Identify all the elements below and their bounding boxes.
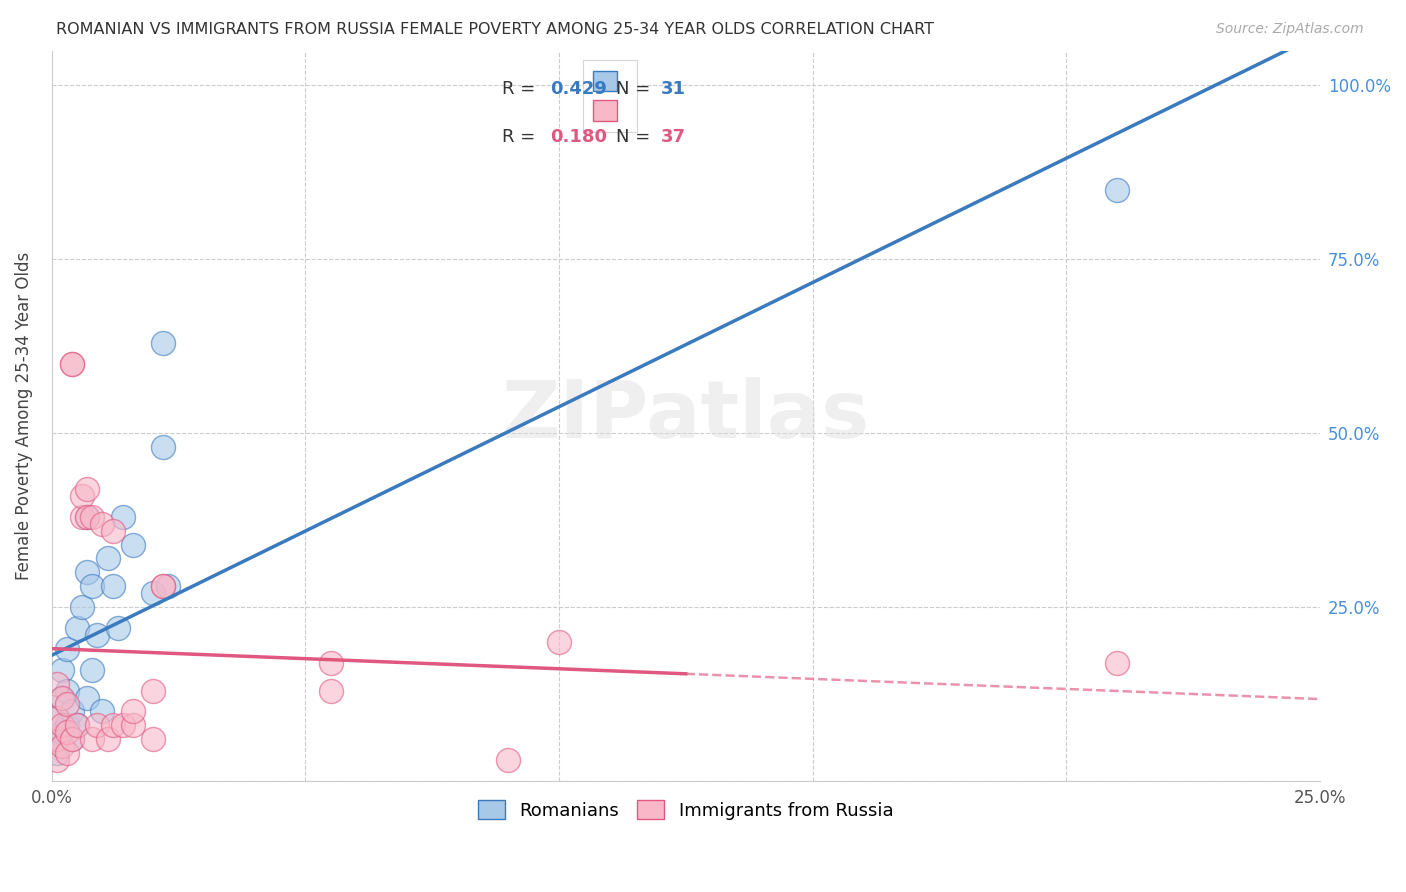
Point [107, 621, 129, 635]
Point [45, 746, 67, 760]
Point [122, 537, 145, 551]
Text: 0.180: 0.180 [550, 128, 607, 146]
Point [111, 718, 134, 732]
Point [51, 663, 73, 677]
Point [60, 357, 83, 371]
Point [76, 509, 98, 524]
Point [82, 509, 104, 524]
Point [60, 705, 83, 719]
Point [51, 725, 73, 739]
Point [91, 705, 114, 719]
Point [60, 732, 83, 747]
Point [56, 725, 79, 739]
Point [122, 718, 145, 732]
Point [152, 440, 174, 454]
Point [45, 753, 67, 767]
Point [96, 732, 118, 747]
Text: Source: ZipAtlas.com: Source: ZipAtlas.com [1216, 22, 1364, 37]
Point [45, 711, 67, 725]
Point [152, 335, 174, 350]
Text: N =: N = [616, 80, 657, 98]
Point [51, 690, 73, 705]
Text: N =: N = [616, 128, 657, 146]
Point [60, 357, 83, 371]
Text: 31: 31 [661, 80, 685, 98]
Point [142, 732, 165, 747]
Point [319, 683, 342, 698]
Point [142, 683, 165, 698]
Point [66, 718, 89, 732]
Text: R =: R = [502, 128, 541, 146]
Point [76, 509, 98, 524]
Point [45, 732, 67, 747]
Point [122, 705, 145, 719]
Point [56, 746, 79, 760]
Point [96, 551, 118, 566]
Point [101, 718, 124, 732]
Point [82, 732, 104, 747]
Point [142, 586, 165, 600]
Point [70, 600, 93, 615]
Point [76, 566, 98, 580]
Point [51, 739, 73, 754]
Point [56, 683, 79, 698]
Point [548, 635, 571, 649]
Point [157, 579, 180, 593]
Point [101, 524, 124, 538]
Point [152, 579, 174, 593]
Text: R =: R = [502, 80, 541, 98]
Point [76, 690, 98, 705]
Point [66, 718, 89, 732]
Point [66, 621, 89, 635]
Point [496, 753, 519, 767]
Point [1105, 183, 1128, 197]
Point [101, 579, 124, 593]
Point [45, 732, 67, 747]
Point [56, 698, 79, 712]
Point [60, 732, 83, 747]
Point [91, 516, 114, 531]
Point [45, 711, 67, 725]
Legend: Romanians, Immigrants from Russia: Romanians, Immigrants from Russia [471, 792, 901, 827]
Point [70, 489, 93, 503]
Point [111, 509, 134, 524]
Point [51, 690, 73, 705]
Point [319, 656, 342, 670]
Point [82, 663, 104, 677]
Point [152, 579, 174, 593]
Text: 37: 37 [661, 128, 685, 146]
Y-axis label: Female Poverty Among 25-34 Year Olds: Female Poverty Among 25-34 Year Olds [15, 252, 32, 580]
Point [56, 718, 79, 732]
Text: ZIPatlas: ZIPatlas [502, 376, 870, 455]
Point [86, 628, 108, 642]
Point [1105, 656, 1128, 670]
Text: 0.429: 0.429 [550, 80, 607, 98]
Point [70, 509, 93, 524]
Point [56, 641, 79, 656]
Point [45, 676, 67, 690]
Point [51, 718, 73, 732]
Point [82, 579, 104, 593]
Text: ROMANIAN VS IMMIGRANTS FROM RUSSIA FEMALE POVERTY AMONG 25-34 YEAR OLDS CORRELAT: ROMANIAN VS IMMIGRANTS FROM RUSSIA FEMAL… [56, 22, 934, 37]
Point [86, 718, 108, 732]
Point [76, 482, 98, 496]
